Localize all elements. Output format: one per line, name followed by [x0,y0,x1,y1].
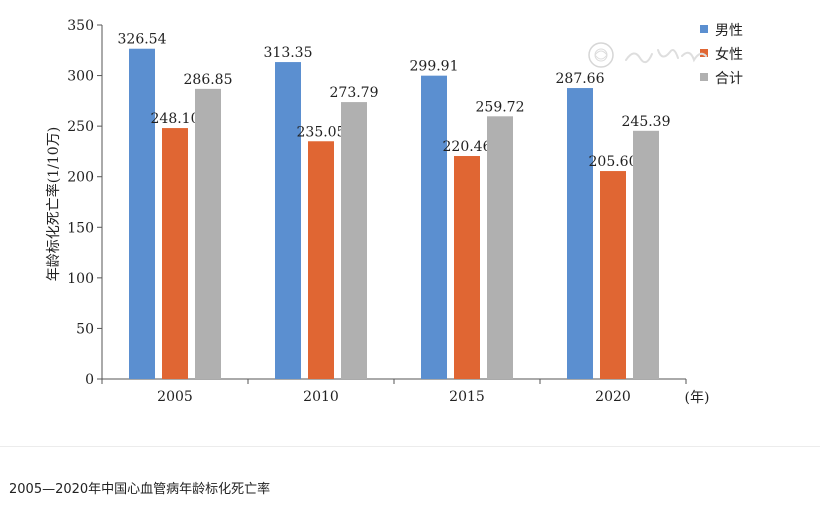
bar [308,141,334,379]
bar [567,88,593,379]
data-label: 313.35 [264,45,313,61]
y-axis-title: 年龄标化死亡率(1/10万) [45,127,62,281]
data-label: 299.91 [410,59,459,75]
x-tick-label: 2020 [595,389,631,405]
x-axis-label: (年) [685,390,710,406]
legend-label: 女性 [715,46,743,63]
figure-caption: 2005—2020年中国心血管病年龄标化死亡率 [9,482,271,497]
x-tick-label: 2005 [157,389,193,405]
y-tick-label: 250 [67,119,94,135]
bar [129,48,155,379]
bar [633,130,659,379]
data-label: 205.60 [589,154,638,170]
legend-swatch [700,73,708,81]
legend-swatch [700,25,708,33]
data-label: 259.72 [476,99,525,115]
y-tick-label: 50 [76,321,94,337]
y-tick-label: 300 [67,69,94,85]
bar [600,171,626,379]
watermark-seal-icon [588,42,614,68]
legend-label: 合计 [715,71,743,87]
y-tick-label: 100 [67,271,94,287]
bar-chart: 0 50 100 150 200 250 300 350 326.54 248.10 286.85 2… [45,18,743,406]
y-tick-label: 150 [67,220,94,236]
bar [195,88,221,380]
x-tick-label: 2015 [449,389,485,405]
y-tick-label: 200 [67,170,94,186]
bar [162,128,188,379]
x-tick-label: 2010 [303,389,339,405]
divider [0,446,820,447]
data-label: 248.10 [151,111,200,127]
bar [275,62,301,380]
bar [421,75,447,379]
watermark-script [625,49,707,64]
data-label: 286.85 [184,72,233,88]
legend-swatch [700,49,708,57]
data-label: 245.39 [622,114,671,130]
data-label: 287.66 [556,71,605,87]
bar [454,156,480,379]
y-tick-label: 350 [67,18,94,34]
data-label: 235.05 [297,124,346,140]
data-label: 220.46 [443,139,492,155]
bar [487,116,513,380]
bar [341,102,367,380]
y-tick-label: 0 [85,372,94,388]
data-label: 273.79 [330,85,379,101]
data-label: 326.54 [118,32,167,48]
legend-label: 男性 [715,23,743,39]
